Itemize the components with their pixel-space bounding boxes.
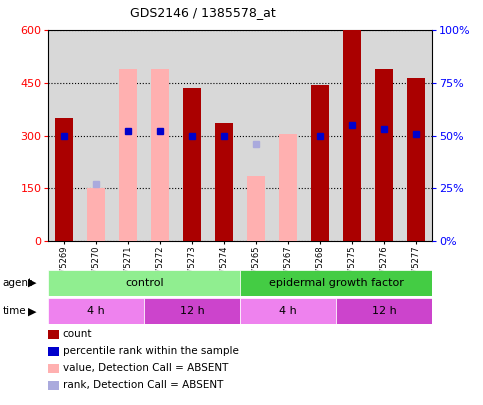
Bar xyxy=(336,298,432,324)
Text: 12 h: 12 h xyxy=(372,306,397,316)
Text: count: count xyxy=(63,329,92,339)
Text: 12 h: 12 h xyxy=(180,306,205,316)
Bar xyxy=(152,69,169,241)
Text: 4 h: 4 h xyxy=(87,306,105,316)
Bar xyxy=(56,118,73,241)
Bar xyxy=(215,124,233,241)
Text: ▶: ▶ xyxy=(28,306,37,316)
Bar xyxy=(144,298,241,324)
Bar xyxy=(48,298,144,324)
Bar xyxy=(247,176,265,241)
Bar xyxy=(241,270,432,296)
Text: epidermal growth factor: epidermal growth factor xyxy=(269,278,404,288)
Text: value, Detection Call = ABSENT: value, Detection Call = ABSENT xyxy=(63,363,228,373)
Bar xyxy=(87,188,105,241)
Bar xyxy=(375,69,393,241)
Bar xyxy=(312,85,329,241)
Text: rank, Detection Call = ABSENT: rank, Detection Call = ABSENT xyxy=(63,380,223,390)
Bar xyxy=(280,134,297,241)
Bar xyxy=(48,270,241,296)
Bar xyxy=(241,298,336,324)
Bar xyxy=(119,69,137,241)
Bar xyxy=(184,88,201,241)
Text: 4 h: 4 h xyxy=(280,306,297,316)
Text: GDS2146 / 1385578_at: GDS2146 / 1385578_at xyxy=(130,6,276,19)
Text: agent: agent xyxy=(2,278,32,288)
Text: time: time xyxy=(2,306,26,316)
Text: control: control xyxy=(125,278,164,288)
Bar xyxy=(408,78,425,241)
Bar xyxy=(343,30,361,241)
Text: percentile rank within the sample: percentile rank within the sample xyxy=(63,346,239,356)
Text: ▶: ▶ xyxy=(28,278,37,288)
